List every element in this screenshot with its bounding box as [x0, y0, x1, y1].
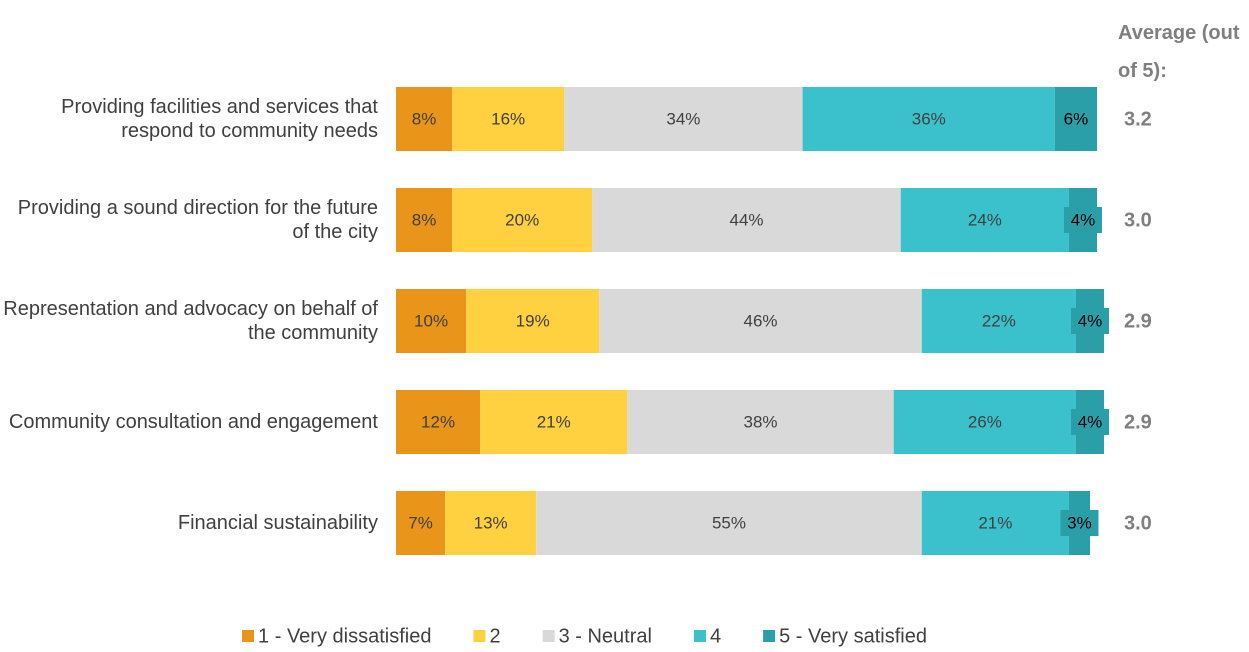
average-value: 2.9: [1124, 310, 1152, 332]
value-label: 55%: [712, 513, 746, 532]
value-label: 4%: [1071, 210, 1096, 229]
category-label: Providing a sound direction for the futu…: [17, 197, 378, 243]
value-label: 13%: [474, 513, 508, 532]
label-box: [1070, 409, 1109, 435]
bar-segment: [599, 289, 922, 353]
bar-segment: [396, 491, 446, 555]
value-label: 34%: [666, 109, 700, 128]
legend-label: 2: [489, 625, 500, 647]
value-label: 4%: [1078, 412, 1103, 431]
bar-segment: [452, 87, 565, 151]
value-label: 36%: [912, 109, 946, 128]
value-label: 22%: [982, 311, 1016, 330]
value-label: 12%: [421, 412, 455, 431]
label-box: [1060, 510, 1099, 536]
bar-segment: [445, 491, 537, 555]
value-label: 8%: [412, 109, 437, 128]
bar-segment: [921, 491, 1069, 555]
category-label: Providing facilities and services that r…: [61, 96, 378, 142]
bar-segment: [396, 390, 481, 454]
category-label: Financial sustainability: [177, 512, 378, 534]
legend-swatch: [542, 630, 555, 642]
average-value: 2.9: [1124, 411, 1152, 433]
bar-segment: [480, 390, 628, 454]
value-label: 7%: [408, 513, 433, 532]
value-label: 20%: [505, 210, 539, 229]
bar-segment: [396, 289, 467, 353]
legend-swatch: [693, 630, 706, 642]
legend-label: 4: [710, 625, 721, 647]
legend-label: 1 - Very dissatisfied: [258, 625, 431, 647]
value-label: 46%: [744, 311, 778, 330]
bar-segment: [802, 87, 1055, 151]
value-label: 3%: [1067, 513, 1092, 532]
value-label: 44%: [729, 210, 763, 229]
value-label: 6%: [1064, 109, 1089, 128]
value-label: 8%: [412, 210, 437, 229]
value-label: 26%: [968, 412, 1002, 431]
bar-segment: [396, 188, 453, 252]
average-value: 3.0: [1124, 512, 1152, 534]
bar-segment: [396, 87, 453, 151]
category-label: Representation and advocacy on behalf of…: [3, 298, 378, 344]
legend-swatch: [473, 630, 486, 642]
bar-segment: [893, 390, 1076, 454]
category-label: Community consultation and engagement: [8, 411, 378, 433]
bar-segment: [452, 188, 593, 252]
value-label: 16%: [491, 109, 525, 128]
value-label: 19%: [516, 311, 550, 330]
value-label: 24%: [968, 210, 1002, 229]
label-box: [1070, 308, 1109, 334]
bar-segment: [592, 188, 901, 252]
value-label: 10%: [414, 311, 448, 330]
value-label: 4%: [1078, 311, 1103, 330]
average-value: 3.0: [1124, 209, 1152, 231]
bar-segment: [466, 289, 600, 353]
label-box: [1063, 207, 1102, 233]
bar-segment: [564, 87, 803, 151]
legend-label: 5 - Very satisfied: [779, 625, 927, 647]
value-label: 38%: [744, 412, 778, 431]
bar-segment: [921, 289, 1076, 353]
legend-swatch: [242, 630, 255, 642]
average-value: 3.2: [1124, 108, 1152, 130]
bar-segment: [900, 188, 1069, 252]
bar-segment: [627, 390, 894, 454]
value-label: 21%: [978, 513, 1012, 532]
value-label: 21%: [537, 412, 571, 431]
bar-segment: [536, 491, 922, 555]
legend-swatch: [763, 630, 776, 642]
average-title: Average (out of 5):: [1118, 22, 1240, 82]
label-box: [1056, 106, 1095, 132]
legend-label: 3 - Neutral: [559, 625, 652, 647]
